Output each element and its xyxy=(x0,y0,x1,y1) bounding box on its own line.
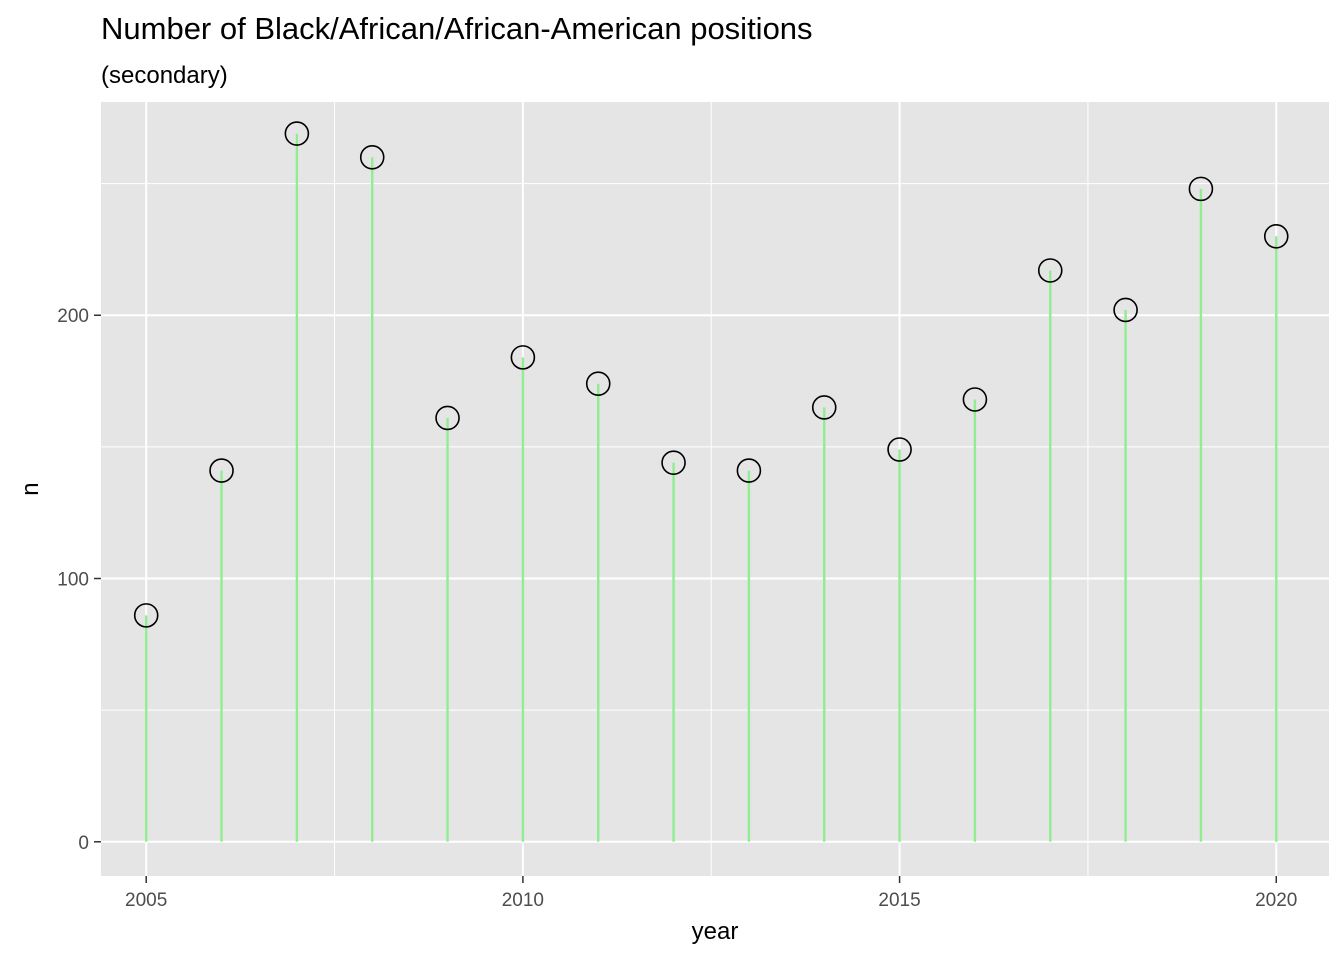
x-axis-title: year xyxy=(692,918,739,945)
x-tick-label: 2010 xyxy=(502,890,544,911)
grid-minor xyxy=(101,102,1329,876)
x-axis: 2005 2010 2015 2020 xyxy=(125,876,1297,911)
chart-subtitle: (secondary) xyxy=(101,62,228,89)
data-point xyxy=(1188,176,1214,202)
data-point xyxy=(435,405,460,431)
chart-title: Number of Black/African/African-American… xyxy=(101,11,813,46)
data-point xyxy=(736,458,762,483)
y-tick-label: 100 xyxy=(57,570,89,591)
data-point xyxy=(887,437,912,462)
data-point xyxy=(284,121,310,146)
data-point xyxy=(962,387,988,412)
markers xyxy=(133,121,1289,628)
x-tick-label: 2005 xyxy=(125,890,167,911)
x-tick-label: 2020 xyxy=(1255,890,1297,911)
data-point xyxy=(1037,258,1063,283)
data-point xyxy=(661,450,686,475)
plot-panel xyxy=(101,102,1329,876)
data-point xyxy=(359,144,385,170)
data-point xyxy=(1263,223,1289,249)
data-point xyxy=(585,371,611,396)
data-point xyxy=(510,345,536,370)
data-point xyxy=(1113,297,1138,323)
stems xyxy=(145,133,1278,842)
data-point xyxy=(133,603,159,628)
y-axis-title: n xyxy=(17,482,44,495)
y-tick-label: 200 xyxy=(57,306,89,327)
data-point xyxy=(209,458,234,483)
y-axis: 0 100 200 xyxy=(57,306,101,854)
x-tick-label: 2015 xyxy=(878,890,920,911)
y-tick-label: 0 xyxy=(78,833,89,854)
data-point xyxy=(811,395,837,420)
